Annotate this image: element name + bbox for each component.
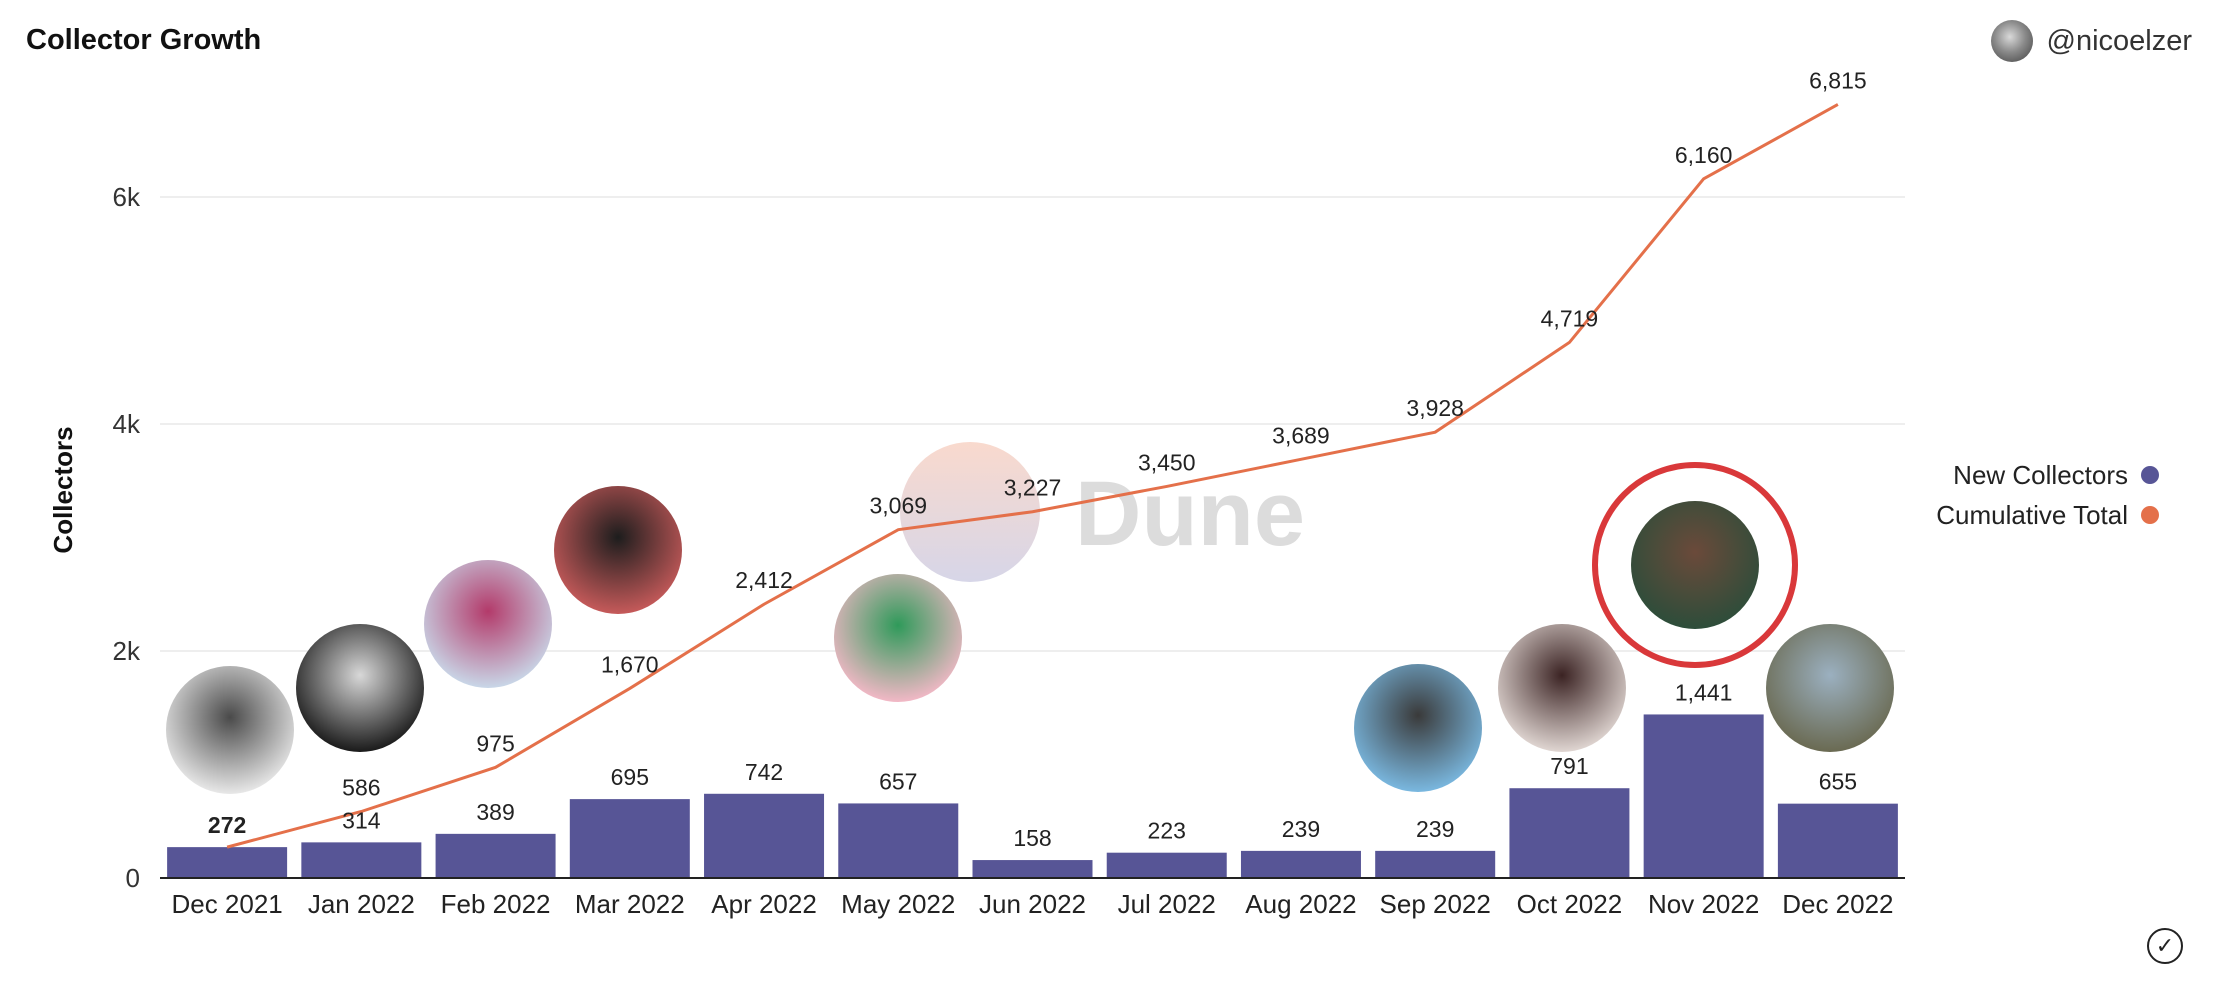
y-tick-label: 0 [126, 863, 140, 893]
legend-swatch-icon[interactable] [2141, 466, 2159, 484]
collector-avatar-icon [554, 486, 682, 614]
x-tick-label: Jan 2022 [308, 889, 415, 919]
x-tick-label: Dec 2021 [171, 889, 282, 919]
line-value-label: 2,412 [735, 567, 793, 593]
bar-value-label: 657 [879, 768, 917, 794]
bar-value-label: 655 [1819, 769, 1857, 795]
bar-value-label: 791 [1550, 753, 1588, 779]
collector-avatar-icon [424, 560, 552, 688]
line-value-label: 3,928 [1406, 395, 1464, 421]
line-value-label: 6,815 [1809, 67, 1867, 93]
bar-value-label: 239 [1416, 816, 1454, 842]
y-tick-label: 4k [113, 409, 141, 439]
line-value-label: 6,160 [1675, 142, 1733, 168]
collector-avatar-icon [1766, 624, 1894, 752]
line-value-label: 586 [342, 774, 380, 800]
line-value-label: 975 [476, 730, 514, 756]
collector-avatar-icon [1498, 624, 1626, 752]
x-tick-label: Jun 2022 [979, 889, 1086, 919]
chart-title: Collector Growth [26, 24, 262, 56]
watermark-text: Dune [1075, 463, 1305, 565]
bar-value-label: 695 [611, 764, 649, 790]
bar-value-label: 272 [208, 812, 246, 838]
y-tick-label: 6k [113, 182, 141, 212]
x-tick-label: Mar 2022 [575, 889, 685, 919]
bar-feb-2022[interactable] [435, 833, 556, 878]
bar-value-label: 389 [476, 799, 514, 825]
collector-avatar-icon [834, 574, 962, 702]
legend-label: Cumulative Total [1936, 500, 2128, 530]
x-tick-label: Sep 2022 [1380, 889, 1491, 919]
x-tick-label: Feb 2022 [441, 889, 551, 919]
collector-avatar-icon [296, 624, 424, 752]
legend-swatch-icon[interactable] [2141, 506, 2159, 524]
bar-value-label: 239 [1282, 816, 1320, 842]
x-tick-label: May 2022 [841, 889, 955, 919]
bar-may-2022[interactable] [838, 803, 959, 878]
bar-aug-2022[interactable] [1240, 850, 1361, 878]
bar-value-label: 158 [1013, 825, 1051, 851]
bar-sep-2022[interactable] [1375, 850, 1496, 878]
line-value-label: 3,450 [1138, 449, 1196, 475]
bar-value-label: 223 [1148, 818, 1186, 844]
user-handle: @nicoelzer [2046, 24, 2193, 57]
x-tick-label: Apr 2022 [711, 889, 817, 919]
x-tick-label: Jul 2022 [1118, 889, 1216, 919]
bar-jan-2022[interactable] [301, 842, 422, 878]
collector-avatar-icon [1631, 501, 1759, 629]
watermark-logo-icon [900, 442, 1040, 582]
cumulative-line[interactable] [226, 103, 1839, 849]
line-value-label: 3,069 [869, 493, 927, 519]
bar-mar-2022[interactable] [569, 799, 690, 878]
bar-value-label: 1,441 [1675, 679, 1733, 705]
line-value-label: 4,719 [1541, 305, 1599, 331]
bar-oct-2022[interactable] [1509, 788, 1630, 878]
bar-dec-2021[interactable] [167, 847, 288, 878]
line-value-label: 1,670 [601, 651, 659, 677]
bar-apr-2022[interactable] [704, 793, 825, 878]
x-tick-label: Aug 2022 [1245, 889, 1356, 919]
check-circle-icon[interactable]: ✓ [2147, 928, 2183, 964]
collector-avatar-icon [166, 666, 294, 794]
bar-jun-2022[interactable] [972, 860, 1093, 878]
bar-value-label: 314 [342, 807, 381, 833]
collector-avatar-icon [1354, 664, 1482, 792]
legend-label: New Collectors [1953, 460, 2128, 490]
bar-jul-2022[interactable] [1106, 852, 1227, 878]
bar-value-label: 742 [745, 759, 783, 785]
x-tick-label: Dec 2022 [1782, 889, 1893, 919]
line-value-label: 3,689 [1272, 422, 1330, 448]
bar-nov-2022[interactable] [1643, 714, 1764, 878]
y-tick-label: 2k [113, 636, 141, 666]
y-axis-label: Collectors [48, 426, 78, 553]
user-badge[interactable]: @nicoelzer [1990, 20, 2193, 62]
avatar [1990, 20, 2033, 62]
x-tick-label: Nov 2022 [1648, 889, 1759, 919]
x-tick-label: Oct 2022 [1517, 889, 1623, 919]
bar-dec-2022[interactable] [1777, 803, 1898, 878]
highlight-ring [1592, 462, 1798, 668]
line-value-label: 3,227 [1004, 475, 1062, 501]
